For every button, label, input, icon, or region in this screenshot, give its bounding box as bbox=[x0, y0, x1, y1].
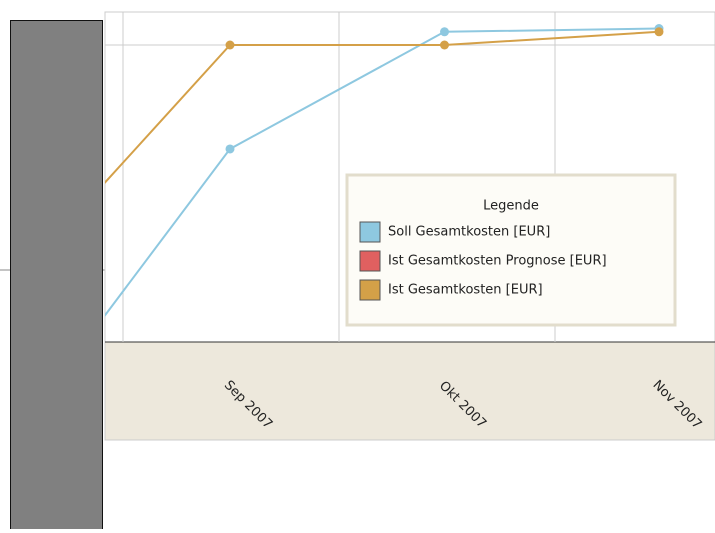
point bbox=[225, 144, 235, 154]
legend-box bbox=[345, 173, 677, 327]
point bbox=[440, 40, 449, 50]
series-line bbox=[105, 27, 660, 317]
point bbox=[654, 27, 664, 37]
point bbox=[440, 27, 449, 37]
series-group bbox=[105, 24, 664, 317]
legend-label: Soll Gesamtkosten [EUR] bbox=[388, 225, 550, 240]
legend-swatch bbox=[359, 221, 381, 243]
legend-swatch bbox=[359, 279, 381, 301]
axis-band bbox=[104, 341, 715, 441]
legend-label: Ist Gesamtkosten Prognose [EUR] bbox=[388, 254, 607, 269]
point bbox=[225, 40, 235, 50]
series-line bbox=[105, 30, 660, 184]
side-panel bbox=[10, 20, 103, 531]
legend-swatch bbox=[359, 250, 381, 272]
legend: Legende Soll Gesamtkosten [EUR] Ist Gesam… bbox=[345, 173, 677, 327]
legend-label: Ist Gesamtkosten [EUR] bbox=[388, 283, 543, 298]
legend-title: Legende bbox=[483, 199, 539, 214]
